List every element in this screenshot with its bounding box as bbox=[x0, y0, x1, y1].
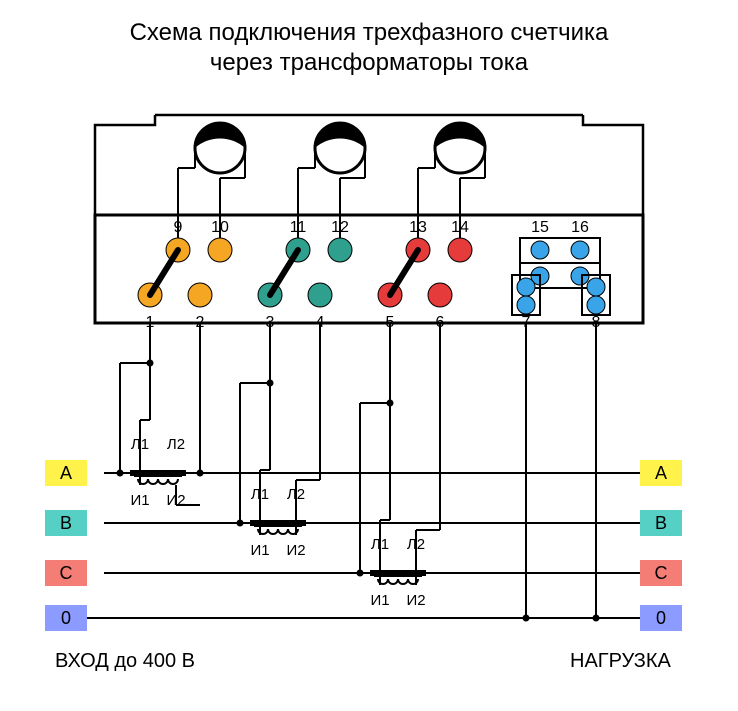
diagram-container: Схема подключения трехфазного счетчика ч… bbox=[0, 0, 738, 711]
svg-text:15: 15 bbox=[531, 219, 549, 236]
phase-label-B-right: B bbox=[640, 510, 682, 536]
svg-text:16: 16 bbox=[571, 219, 589, 236]
diagram-title: Схема подключения трехфазного счетчика ч… bbox=[0, 0, 738, 78]
svg-text:10: 10 bbox=[211, 219, 229, 236]
wiring-svg: 91011121314151612345678Л1Л2И1И2Л1Л2И1И2Л… bbox=[0, 70, 738, 690]
svg-text:Л2: Л2 bbox=[167, 436, 185, 453]
phase-label-A-right: A bbox=[640, 460, 682, 486]
svg-text:14: 14 bbox=[451, 219, 469, 236]
svg-text:И1: И1 bbox=[250, 542, 269, 559]
svg-text:И2: И2 bbox=[406, 592, 425, 609]
svg-text:13: 13 bbox=[409, 219, 427, 236]
svg-text:11: 11 bbox=[290, 219, 307, 236]
phase-label-0-right: 0 bbox=[640, 605, 682, 631]
phase-label-A-left: A bbox=[45, 460, 87, 486]
svg-text:И1: И1 bbox=[130, 492, 149, 509]
input-label: ВХОД до 400 В bbox=[55, 650, 195, 673]
svg-text:12: 12 bbox=[331, 219, 349, 236]
title-line-1: Схема подключения трехфазного счетчика bbox=[130, 19, 609, 46]
phase-label-C-left: C bbox=[45, 560, 87, 586]
svg-text:И2: И2 bbox=[286, 542, 305, 559]
load-label: НАГРУЗКА bbox=[570, 650, 671, 673]
phase-label-B-left: B bbox=[45, 510, 87, 536]
svg-text:И1: И1 bbox=[370, 592, 389, 609]
phase-label-C-right: C bbox=[640, 560, 682, 586]
phase-label-0-left: 0 bbox=[45, 605, 87, 631]
svg-text:9: 9 bbox=[174, 219, 183, 236]
